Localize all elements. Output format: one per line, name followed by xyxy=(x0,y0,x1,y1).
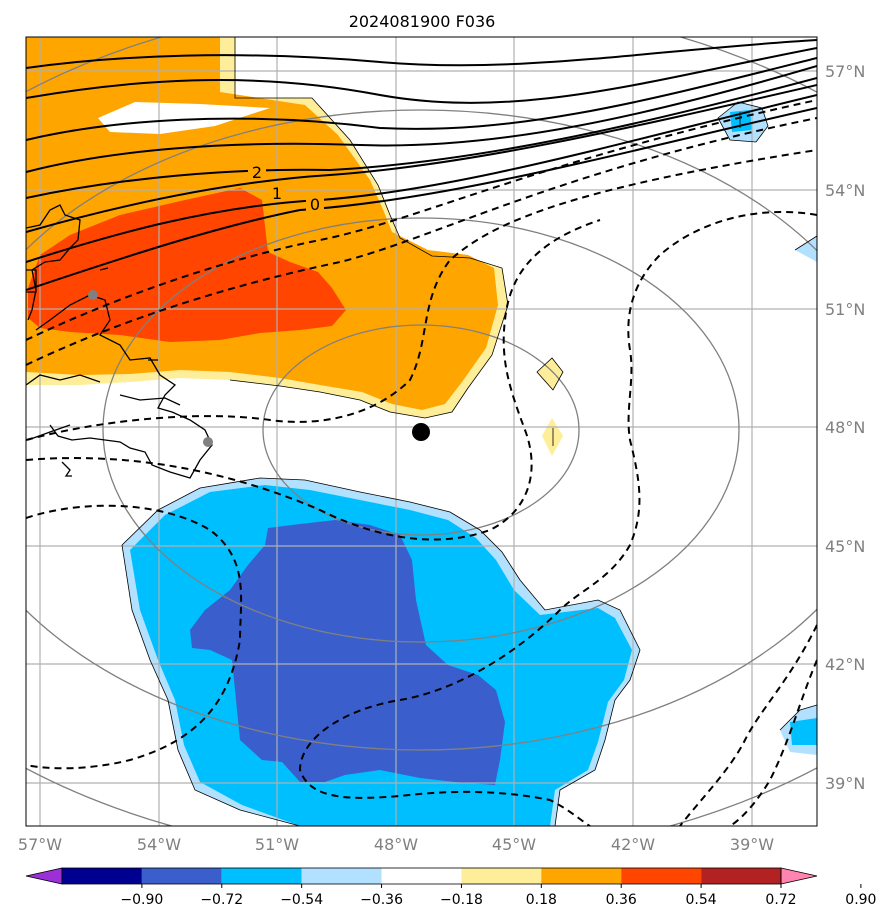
colorbar: −0.90 −0.72 −0.54 −0.36 −0.18 0.18 0.36 0.54 0.7… xyxy=(25,867,876,908)
map-title: 2024081900 F036 xyxy=(349,12,496,31)
solid-contours xyxy=(26,39,817,291)
colorbar-tick-label: −0.72 xyxy=(200,892,243,908)
contour-label: 1 xyxy=(272,184,282,203)
lat-label: 57°N xyxy=(825,62,865,81)
contour-label: 0 xyxy=(310,195,320,214)
negative-patch xyxy=(795,236,817,262)
colorbar-segment xyxy=(221,868,302,884)
colorbar-tick-label: 0.18 xyxy=(526,892,557,908)
colorbar-tick-label: 0.54 xyxy=(686,892,717,908)
colorbar-segment xyxy=(62,868,142,884)
lon-label: 51°W xyxy=(255,835,299,854)
lon-label: 39°W xyxy=(730,835,774,854)
lat-label: 54°N xyxy=(825,181,865,200)
latitude-labels: 57°N 54°N 51°N 48°N 45°N 42°N 39°N xyxy=(825,62,865,793)
range-rings xyxy=(26,37,817,826)
anomaly-notch xyxy=(98,102,270,134)
colorbar-segment xyxy=(141,868,222,884)
colorbar-tick-label: −0.54 xyxy=(280,892,323,908)
lon-label: 54°W xyxy=(137,835,181,854)
city-marker xyxy=(203,437,213,447)
colorbar-segment xyxy=(701,868,781,884)
colorbar-tick-label: −0.36 xyxy=(360,892,403,908)
lon-label: 48°W xyxy=(374,835,418,854)
city-marker xyxy=(88,290,98,300)
contour-labels: 2 1 0 xyxy=(248,162,324,214)
storm-center-marker xyxy=(412,423,430,441)
contour-label: 2 xyxy=(252,163,262,182)
positive-anomaly-core xyxy=(28,188,346,342)
map-area: 2 1 0 xyxy=(26,37,817,826)
colorbar-frame xyxy=(61,867,782,885)
colorbar-tick-label: 0.36 xyxy=(606,892,637,908)
colorbar-segment xyxy=(301,868,382,884)
dashed-contours xyxy=(26,99,817,826)
colorbar-under-arrow xyxy=(25,867,63,885)
negative-patch xyxy=(790,718,817,745)
colorbar-tick-label: −0.90 xyxy=(120,892,163,908)
colorbar-segment xyxy=(621,868,702,884)
colorbar-segment xyxy=(381,868,462,884)
lat-label: 39°N xyxy=(825,774,865,793)
colorbar-segment xyxy=(461,868,542,884)
negative-anomaly-core xyxy=(190,520,505,785)
colorbar-tick-label: −0.18 xyxy=(440,892,483,908)
colorbar-tick-label: 0.72 xyxy=(765,892,796,908)
lat-label: 42°N xyxy=(825,655,865,674)
colorbar-over-arrow xyxy=(780,867,818,885)
colorbar-segment xyxy=(541,868,622,884)
lon-label: 57°W xyxy=(18,835,62,854)
lon-label: 45°W xyxy=(492,835,536,854)
anomaly-outlines xyxy=(26,37,817,826)
colorbar-tick-label: 0.90 xyxy=(845,892,876,908)
longitude-labels: 57°W 54°W 51°W 48°W 45°W 42°W 39°W xyxy=(18,835,774,854)
lat-label: 45°N xyxy=(825,537,865,556)
lat-label: 51°N xyxy=(825,300,865,319)
lat-label: 48°N xyxy=(825,418,865,437)
map-frame xyxy=(25,36,818,827)
lon-label: 42°W xyxy=(611,835,655,854)
